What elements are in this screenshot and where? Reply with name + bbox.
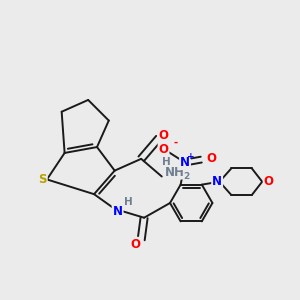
Text: O: O [131,238,141,251]
Text: S: S [38,173,47,186]
Text: O: O [264,175,274,188]
Text: H: H [124,196,132,206]
Text: +: + [187,152,194,160]
Text: N: N [180,156,190,169]
Text: O: O [158,129,168,142]
Text: O: O [206,152,217,165]
Text: NH: NH [165,166,185,178]
Text: O: O [158,143,169,156]
Text: -: - [173,138,177,148]
Text: H: H [162,158,171,167]
Text: N: N [212,175,222,188]
Text: N: N [112,205,123,218]
Text: 2: 2 [183,172,189,181]
